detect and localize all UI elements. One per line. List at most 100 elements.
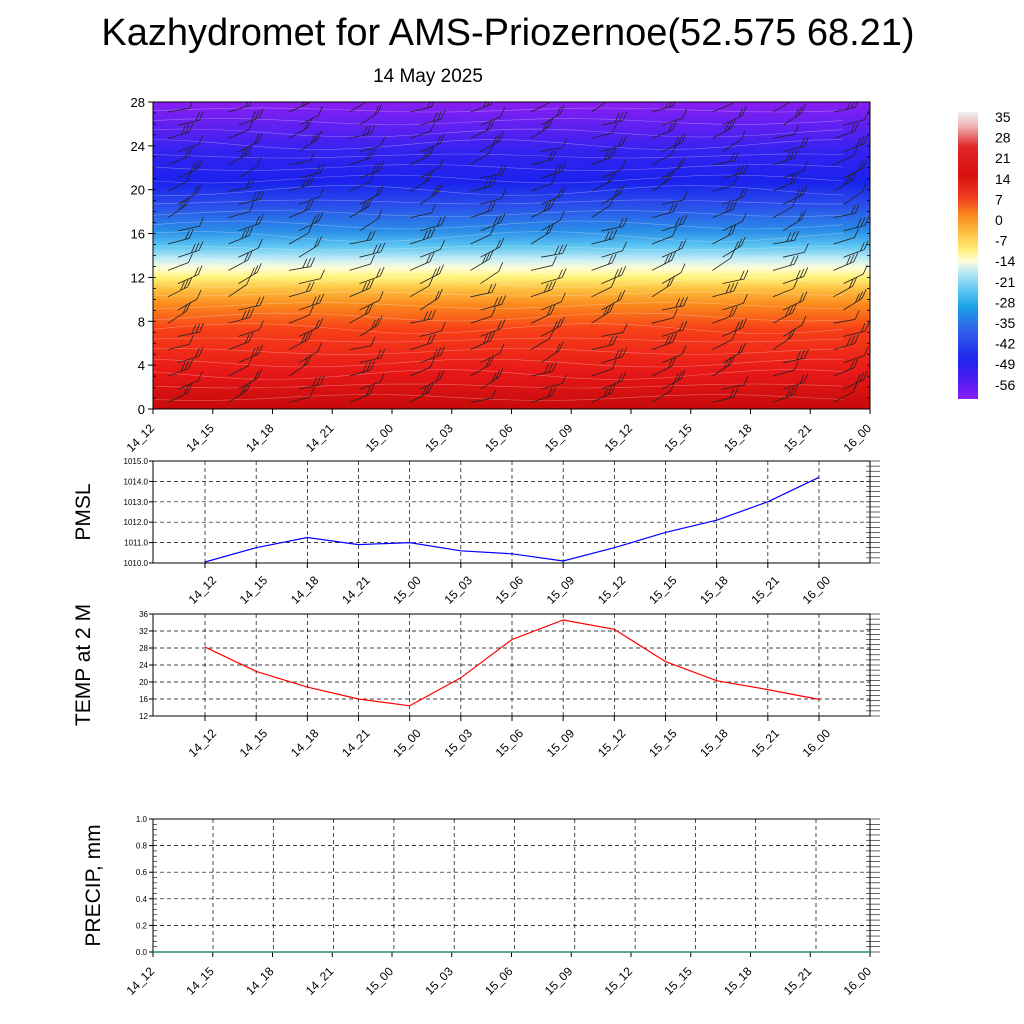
wind-barb-feather xyxy=(560,186,566,196)
contour-line xyxy=(153,266,844,276)
wind-barb-feather xyxy=(422,230,428,240)
wind-barb-feather xyxy=(734,240,739,251)
wind-barb-staff xyxy=(722,384,745,390)
wind-barb xyxy=(359,242,386,258)
wind-barb xyxy=(419,370,445,390)
wind-barb-feather xyxy=(614,349,620,360)
wind-barb-feather xyxy=(742,318,747,328)
wind-barb-feather xyxy=(735,165,741,176)
wind-barb-staff xyxy=(772,369,795,377)
wind-barb-feather xyxy=(557,269,563,279)
wind-barb xyxy=(712,200,738,218)
colorbar-label: 28 xyxy=(995,130,1011,146)
wind-barb-staff xyxy=(409,212,432,218)
wind-barb-feather xyxy=(743,375,749,386)
wind-barb-feather xyxy=(614,268,619,279)
wind-barb-staff xyxy=(712,339,733,350)
wind-barb-feather xyxy=(790,328,796,338)
wind-barb-feather xyxy=(681,345,687,355)
y-tick-label: 28 xyxy=(139,644,148,653)
wind-barb xyxy=(298,163,325,179)
wind-barb xyxy=(470,355,494,377)
wind-barb-feather xyxy=(436,347,442,357)
wind-barb-feather xyxy=(244,228,250,238)
wind-barb-feather xyxy=(611,147,617,158)
wind-barb-feather xyxy=(854,122,859,132)
wind-barb xyxy=(228,332,254,350)
wind-barb-feather xyxy=(501,189,507,199)
colorbar-label: -28 xyxy=(995,294,1015,310)
wind-barb xyxy=(298,187,325,205)
y-tick-label: 4 xyxy=(138,358,145,373)
wind-barb-feather xyxy=(196,183,202,194)
wind-barb-feather xyxy=(733,151,739,162)
wind-barb-feather xyxy=(368,303,374,313)
wind-barb-feather xyxy=(799,268,805,278)
wind-barb-feather xyxy=(862,264,868,275)
wind-barb-staff xyxy=(601,168,622,179)
wind-barb xyxy=(591,277,616,298)
wind-barb xyxy=(591,383,616,403)
wind-barb xyxy=(288,387,315,403)
wind-barb-feather xyxy=(727,357,732,367)
contour-line xyxy=(153,245,844,251)
wind-barb xyxy=(722,294,748,311)
wind-barb xyxy=(167,171,192,192)
wind-barb-feather xyxy=(802,291,808,301)
wind-barb-feather xyxy=(316,164,321,174)
wind-barb-feather xyxy=(604,150,609,160)
wind-barb xyxy=(349,148,375,166)
wind-barb-feather xyxy=(677,159,682,169)
wind-barb-staff xyxy=(228,129,249,139)
wind-barb-feather xyxy=(608,255,613,265)
wind-barb xyxy=(661,190,688,205)
wind-barb-feather xyxy=(258,238,263,249)
colorbar-label: -56 xyxy=(995,377,1015,393)
wind-barb xyxy=(288,118,313,139)
wind-barb-feather xyxy=(797,212,803,222)
wind-barb xyxy=(772,149,799,166)
wind-barb-feather xyxy=(804,349,809,359)
wind-barb xyxy=(298,106,323,126)
wind-barb-feather xyxy=(559,105,565,115)
wind-barb-feather xyxy=(310,134,316,145)
wind-barb-feather xyxy=(794,125,799,135)
wind-barb-staff xyxy=(833,318,856,324)
wind-barb xyxy=(228,202,255,218)
wind-barb xyxy=(661,108,688,126)
wind-barb xyxy=(167,147,193,166)
wind-barb-feather xyxy=(803,137,809,147)
wind-barb xyxy=(228,356,253,377)
wind-barb xyxy=(419,321,446,337)
wind-barb-feather xyxy=(495,133,501,144)
x-tick-label: 15_21 xyxy=(781,421,815,455)
x-tick-label: 15_00 xyxy=(363,964,397,998)
wind-barb xyxy=(712,102,734,113)
wind-barb xyxy=(782,315,807,337)
wind-barb xyxy=(167,229,194,245)
wind-barb-feather xyxy=(667,358,673,369)
wind-barb-feather xyxy=(606,102,607,103)
wind-barb-feather xyxy=(487,283,493,294)
wind-barb xyxy=(833,171,857,192)
wind-barb-feather xyxy=(854,204,860,214)
wind-barb-feather xyxy=(364,305,370,315)
wind-barb xyxy=(591,172,616,192)
wind-barb-feather xyxy=(561,162,567,172)
wind-barb xyxy=(540,292,566,311)
wind-barb-staff xyxy=(228,365,249,377)
wind-barb xyxy=(712,306,738,324)
series-line xyxy=(204,619,820,707)
wind-barb-feather xyxy=(804,243,809,253)
wind-barb xyxy=(772,125,799,139)
wind-barb-feather xyxy=(197,265,203,275)
wind-barb-feather xyxy=(187,383,193,393)
wind-barb xyxy=(359,185,384,205)
wind-barb-feather xyxy=(798,187,804,197)
wind-barb-feather xyxy=(489,119,495,129)
wind-barb-feather xyxy=(850,123,855,134)
wind-barb-staff xyxy=(722,139,742,152)
wind-barb xyxy=(651,275,675,298)
wind-barb-feather xyxy=(853,252,859,262)
x-tick-label: 15_03 xyxy=(441,573,475,607)
